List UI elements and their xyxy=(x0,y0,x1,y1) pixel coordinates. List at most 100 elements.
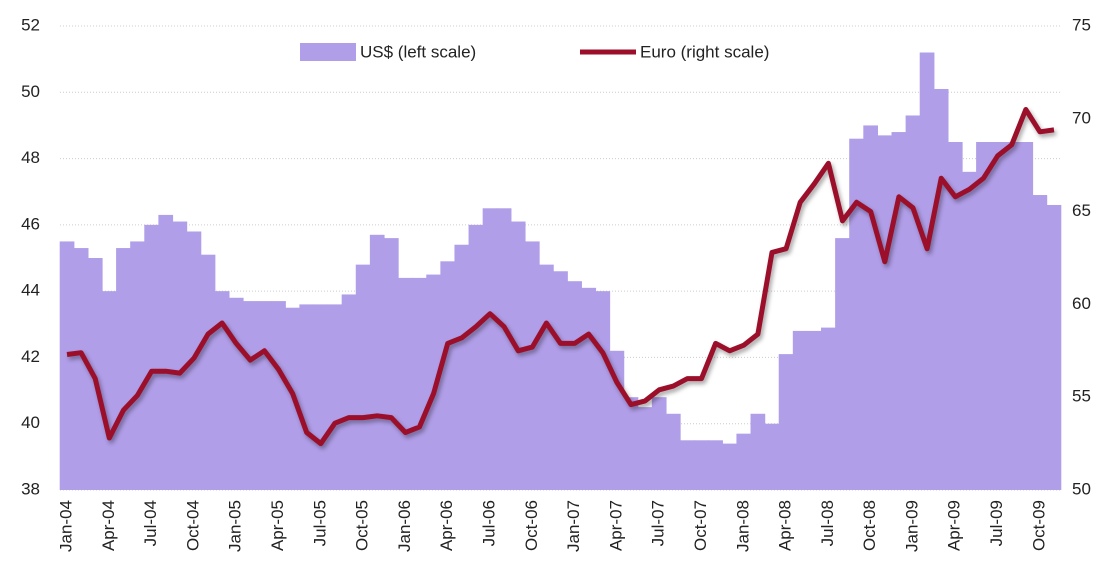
x-tick-label: Oct-04 xyxy=(183,500,202,551)
x-tick-label: Jul-07 xyxy=(649,500,668,546)
area-step xyxy=(651,397,667,490)
x-tick-label: Oct-05 xyxy=(353,500,372,551)
area-step xyxy=(398,277,413,490)
area-step xyxy=(905,115,921,490)
area-step xyxy=(595,291,611,490)
area-step xyxy=(990,142,1005,490)
area-step xyxy=(144,224,159,490)
area-step xyxy=(708,440,723,490)
x-tick-label: Apr-07 xyxy=(606,500,625,551)
y2-tick-label: 65 xyxy=(1072,201,1091,220)
area-step xyxy=(623,397,639,490)
y-tick-label: 42 xyxy=(21,347,40,366)
area-step xyxy=(59,241,75,490)
x-tick-label: Jul-06 xyxy=(479,500,498,546)
x-tick-label: Jul-05 xyxy=(310,500,329,546)
x-tick-label: Apr-06 xyxy=(437,500,456,551)
x-tick-label: Oct-06 xyxy=(522,500,541,551)
x-tick-label: Apr-09 xyxy=(945,500,964,551)
area-step xyxy=(299,304,315,490)
area-step xyxy=(933,88,949,490)
legend-label: Euro (right scale) xyxy=(640,42,769,61)
area-step xyxy=(849,138,864,490)
y-tick-label: 48 xyxy=(21,148,40,167)
area-step xyxy=(313,304,329,490)
area-step xyxy=(806,330,822,490)
y-tick-label: 40 xyxy=(21,413,40,432)
y2-tick-label: 50 xyxy=(1072,479,1091,498)
area-step xyxy=(736,433,752,490)
x-tick-label: Apr-08 xyxy=(776,500,795,551)
euro-line xyxy=(66,107,1055,447)
area-step xyxy=(581,287,597,490)
y2-tick-label: 60 xyxy=(1072,294,1091,313)
area-step xyxy=(228,297,244,490)
area-step xyxy=(1032,195,1048,490)
y2-tick-label: 75 xyxy=(1072,15,1091,34)
legend-label: US$ (left scale) xyxy=(360,42,476,61)
area-step xyxy=(863,125,879,490)
area-step xyxy=(412,277,427,490)
area-step xyxy=(764,423,780,490)
area-step xyxy=(454,244,470,490)
area-step xyxy=(73,248,89,490)
area-step xyxy=(553,271,568,490)
area-step xyxy=(482,208,498,491)
area-step xyxy=(835,238,850,490)
area-step xyxy=(539,264,554,490)
legend-swatch xyxy=(300,43,356,61)
area-step xyxy=(242,301,258,490)
area-step xyxy=(327,304,343,490)
area-step xyxy=(1046,204,1062,490)
area-step xyxy=(680,440,695,490)
y2-tick-label: 55 xyxy=(1072,387,1091,406)
x-tick-label: Apr-04 xyxy=(99,500,118,551)
area-step xyxy=(1004,142,1020,490)
area-step xyxy=(257,301,272,490)
area-step xyxy=(271,301,286,490)
x-tick-label: Oct-09 xyxy=(1029,500,1048,551)
x-tick-label: Jan-05 xyxy=(226,500,245,552)
area-step xyxy=(172,221,188,491)
area-step xyxy=(750,413,766,490)
x-tick-label: Jul-04 xyxy=(141,500,160,546)
area-step xyxy=(891,132,907,491)
area-step xyxy=(426,274,441,490)
area-step xyxy=(355,264,371,490)
area-step xyxy=(524,241,540,490)
area-step xyxy=(158,214,174,490)
area-layer xyxy=(59,25,1062,491)
area-step xyxy=(510,221,526,491)
area-step xyxy=(778,354,794,490)
y-tick-label: 46 xyxy=(21,214,40,233)
x-tick-label: Jan-07 xyxy=(564,500,583,552)
x-tick-label: Oct-08 xyxy=(860,500,879,551)
area-step xyxy=(567,281,582,490)
area-step xyxy=(722,443,738,490)
area-step xyxy=(976,142,991,490)
x-tick-label: Jul-08 xyxy=(818,500,837,546)
x-tick-label: Jan-08 xyxy=(733,500,752,552)
area-step xyxy=(947,142,963,490)
x-tick-label: Jan-09 xyxy=(902,500,921,552)
area-step xyxy=(1018,142,1034,490)
y-tick-label: 44 xyxy=(21,281,40,300)
area-step xyxy=(214,291,230,490)
area-step xyxy=(440,261,456,490)
area-step xyxy=(919,52,935,491)
area-step xyxy=(496,208,512,491)
x-tick-label: Jan-06 xyxy=(395,500,414,552)
x-tick-label: Jul-09 xyxy=(987,500,1006,546)
area-step xyxy=(200,254,216,490)
area-step xyxy=(694,440,709,490)
area-step xyxy=(962,171,977,491)
y-tick-label: 52 xyxy=(21,15,40,34)
y2-tick-label: 70 xyxy=(1072,108,1091,127)
area-step xyxy=(821,327,836,490)
area-step xyxy=(369,234,385,490)
area-step xyxy=(665,413,681,490)
area-step xyxy=(637,407,653,490)
area-step xyxy=(341,294,357,490)
